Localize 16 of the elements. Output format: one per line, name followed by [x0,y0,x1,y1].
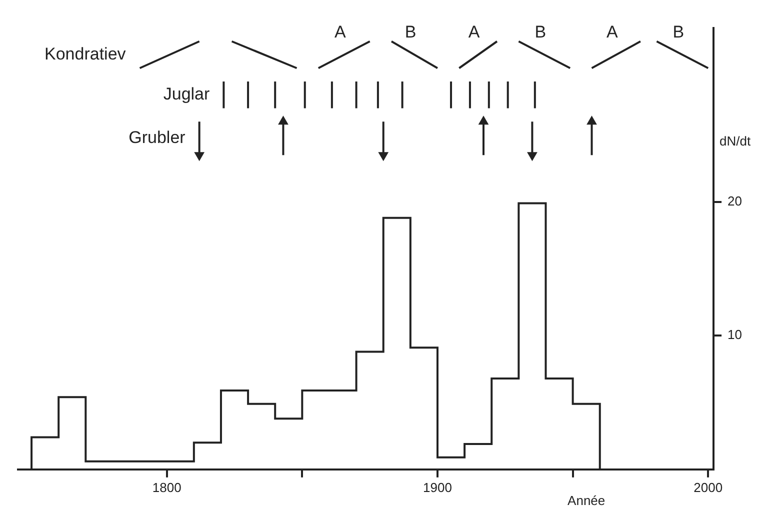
y-tick-label: 20 [728,193,742,208]
series-label: Kondratiev [44,44,126,64]
annotation: A [334,22,346,42]
y-axis-title: dN/dt [720,133,751,148]
annotation: B [672,22,684,42]
annotation: B [404,22,416,42]
x-tick-label: 1800 [152,480,182,495]
x-axis-title: Année [568,492,606,508]
annotation: B [534,22,546,42]
series-label: Juglar [163,84,210,104]
x-tick-label: 2000 [694,480,723,495]
annotation: A [468,22,480,42]
y-tick-label: 10 [728,327,742,342]
series-label: Grubler [128,128,186,148]
annotation: A [606,22,618,42]
x-tick-label: 1900 [423,480,452,495]
